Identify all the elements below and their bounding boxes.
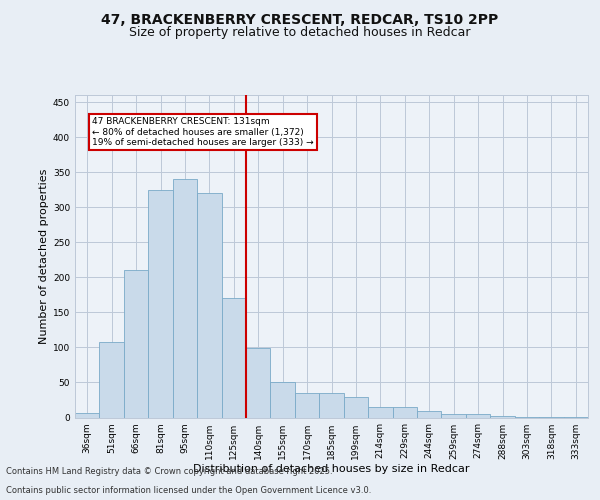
Bar <box>466 414 490 418</box>
Bar <box>221 298 246 418</box>
Y-axis label: Number of detached properties: Number of detached properties <box>39 168 49 344</box>
Text: Contains HM Land Registry data © Crown copyright and database right 2025.: Contains HM Land Registry data © Crown c… <box>6 467 332 476</box>
Bar <box>515 417 539 418</box>
Bar <box>319 393 344 417</box>
Bar <box>563 417 588 418</box>
Bar <box>197 193 221 418</box>
Bar <box>417 411 442 418</box>
Text: 47 BRACKENBERRY CRESCENT: 131sqm
← 80% of detached houses are smaller (1,372)
19: 47 BRACKENBERRY CRESCENT: 131sqm ← 80% o… <box>92 118 314 147</box>
Bar <box>75 414 100 418</box>
Bar <box>344 397 368 417</box>
Bar <box>100 342 124 417</box>
Bar <box>124 270 148 418</box>
Bar <box>539 417 563 418</box>
Text: Size of property relative to detached houses in Redcar: Size of property relative to detached ho… <box>129 26 471 39</box>
Text: 47, BRACKENBERRY CRESCENT, REDCAR, TS10 2PP: 47, BRACKENBERRY CRESCENT, REDCAR, TS10 … <box>101 12 499 26</box>
Bar <box>442 414 466 418</box>
Bar <box>368 407 392 418</box>
Bar <box>295 393 319 417</box>
Bar <box>173 179 197 418</box>
Bar <box>490 416 515 418</box>
Bar <box>271 382 295 418</box>
X-axis label: Distribution of detached houses by size in Redcar: Distribution of detached houses by size … <box>193 464 470 474</box>
Bar <box>246 348 271 418</box>
Bar <box>392 407 417 418</box>
Text: Contains public sector information licensed under the Open Government Licence v3: Contains public sector information licen… <box>6 486 371 495</box>
Bar <box>148 190 173 418</box>
